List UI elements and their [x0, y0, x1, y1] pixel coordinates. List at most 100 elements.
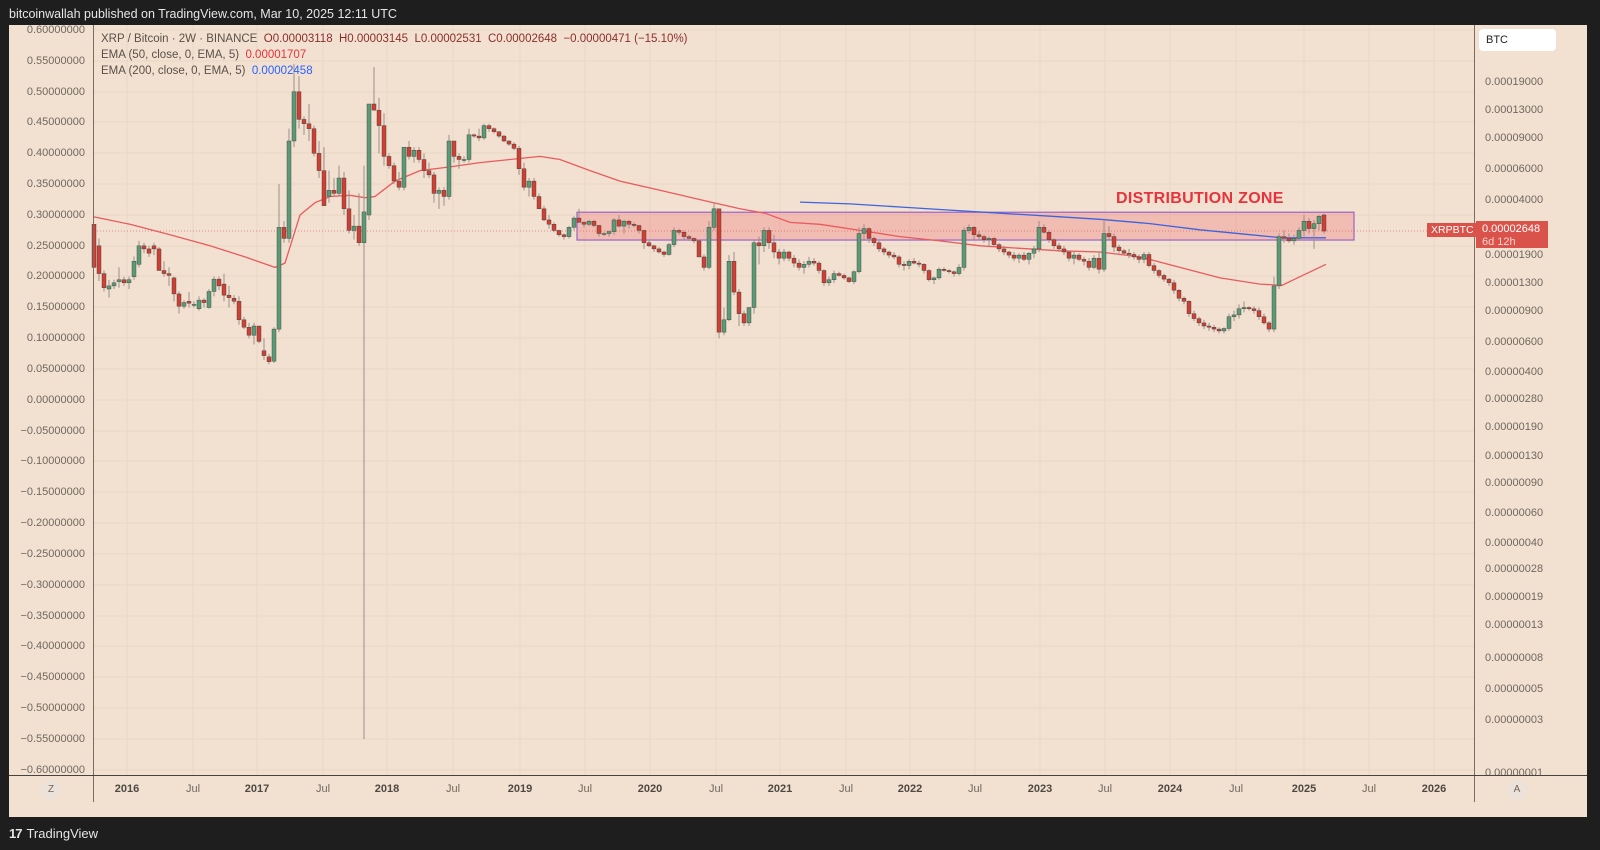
candle-body: [456, 156, 462, 160]
candle-body: [801, 264, 807, 268]
candle-body: [1106, 233, 1112, 237]
candle-body: [616, 219, 622, 227]
candle-body: [406, 146, 412, 157]
candle-body: [786, 251, 792, 259]
candle-body: [316, 153, 322, 171]
left-axis-tick: −0.50000000: [20, 702, 85, 714]
candle-body: [96, 245, 102, 274]
low-value: L0.00002531: [414, 33, 482, 45]
candle-body: [931, 277, 937, 280]
left-price-axis[interactable]: 0.60000000 0.55000000 0.50000000 0.45000000…: [9, 24, 94, 776]
candle-body: [1181, 298, 1187, 302]
candle-body: [991, 238, 997, 245]
candle-body: [411, 150, 417, 157]
candle-body: [326, 190, 332, 197]
candle-body: [1066, 251, 1072, 259]
time-axis-label: Jul: [185, 783, 201, 795]
candle-body: [166, 273, 172, 276]
candle-body: [1281, 236, 1287, 239]
candle-body: [876, 242, 882, 250]
ema50-row[interactable]: EMA (50, close, 0, EMA, 5) 0.00001707: [101, 47, 688, 63]
auto-scale-button[interactable]: A: [1507, 780, 1527, 800]
candle-body: [731, 261, 737, 293]
candle-body: [221, 283, 227, 296]
right-axis-tick: 0.00009000: [1485, 132, 1544, 144]
candle-body: [251, 325, 257, 336]
candle-body: [891, 254, 897, 258]
candle-body: [441, 190, 447, 197]
candle-body: [1236, 308, 1242, 316]
left-axis-tick: 0.30000000: [26, 209, 85, 221]
currency-selector[interactable]: BTC: [1479, 29, 1556, 51]
candle-body: [586, 220, 592, 225]
ema200-row[interactable]: EMA (200, close, 0, EMA, 5) 0.00002458: [101, 63, 688, 79]
right-axis-tick: 0.00000060: [1485, 507, 1544, 519]
right-axis-tick: 0.00000008: [1485, 652, 1544, 664]
candle-body: [346, 208, 352, 231]
change-value: −0.00000471 (−15.10%): [563, 33, 688, 45]
time-axis-label: 2016: [114, 783, 140, 795]
candle-body: [431, 174, 437, 194]
publish-info-bar: bitcoinwallah published on TradingView.c…: [9, 7, 397, 21]
left-axis-tick: −0.15000000: [20, 486, 85, 498]
candle-body: [1311, 223, 1317, 229]
candle-body: [521, 168, 527, 188]
candle-body: [471, 134, 477, 137]
candle-body: [171, 277, 177, 295]
symbol-label[interactable]: XRP / Bitcoin · 2W · BINANCE: [101, 33, 258, 45]
right-price-axis[interactable]: 0.00019000 0.00013000 0.00009000 0.00006000…: [1474, 25, 1588, 779]
right-axis-tick: 0.00000280: [1485, 393, 1544, 405]
right-axis-tick: 0.00001300: [1485, 277, 1544, 289]
left-axis-tick: 0.20000000: [26, 270, 85, 282]
right-axis-tick: 0.00000090: [1485, 477, 1544, 489]
left-axis-tick: 0.40000000: [26, 147, 85, 159]
candle-body: [1086, 261, 1092, 268]
candle-body: [1121, 250, 1127, 254]
candle-body: [961, 230, 967, 268]
distribution-zone-annotation[interactable]: DISTRIBUTION ZONE: [1116, 190, 1284, 207]
left-axis-tick: −0.30000000: [20, 579, 85, 591]
time-axis-label: 2021: [767, 783, 793, 795]
left-axis-tick: −0.10000000: [20, 455, 85, 467]
time-axis[interactable]: Z A 2016 Jul 2017 Jul 2018 Jul 2019 Jul 2020 Jul 2…: [9, 775, 1587, 818]
candle-body: [501, 135, 507, 142]
candle-body: [766, 230, 772, 243]
candle-body: [881, 248, 887, 253]
candle-body: [416, 150, 422, 160]
candle-body: [841, 275, 847, 279]
time-axis-label: 2020: [637, 783, 663, 795]
candle-body: [926, 270, 932, 280]
candle-body: [1221, 328, 1227, 332]
right-axis-tick: 0.00000400: [1485, 366, 1544, 378]
candle-body: [1201, 322, 1207, 327]
candle-body: [771, 242, 777, 253]
candle-body: [216, 278, 222, 287]
candle-body: [236, 301, 242, 321]
candle-body: [1046, 232, 1052, 240]
zoom-reset-button[interactable]: Z: [41, 780, 61, 800]
candle-body: [956, 267, 962, 274]
candle-body: [281, 227, 287, 239]
candle-body: [971, 227, 977, 235]
candle-body: [1176, 290, 1182, 299]
candle-body: [201, 299, 207, 303]
candle-body: [421, 159, 427, 171]
candle-body: [681, 232, 687, 237]
candle-body: [571, 217, 577, 228]
candle-body: [1301, 220, 1307, 231]
candle-body: [1006, 251, 1012, 256]
candle-body: [461, 159, 467, 161]
candle-body: [376, 109, 382, 126]
ema50-line: [93, 155, 1327, 286]
candle-body: [551, 224, 557, 231]
candle-body: [1216, 328, 1222, 332]
candle-body: [666, 244, 672, 255]
candle-body: [896, 256, 902, 265]
time-axis-label: 2019: [507, 783, 533, 795]
time-axis-label: Jul: [315, 783, 331, 795]
candle-body: [211, 278, 217, 292]
last-price-value: 0.00002648: [1482, 223, 1541, 235]
right-axis-tick: 0.00000900: [1485, 305, 1544, 317]
ema200-line: [799, 201, 1326, 239]
